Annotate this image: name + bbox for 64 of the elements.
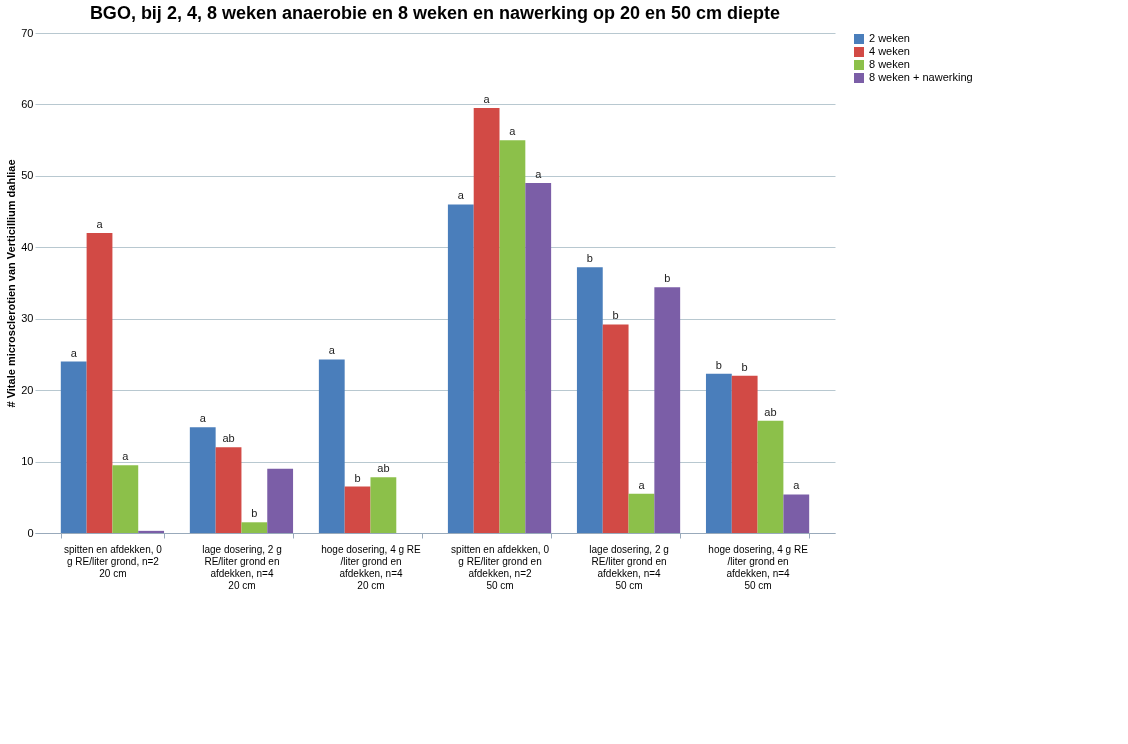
bar [731, 375, 758, 533]
legend-label: 4 weken [869, 45, 910, 57]
legend-label: 8 weken [869, 58, 910, 70]
data-label: a [70, 346, 78, 359]
bar [705, 373, 732, 533]
data-label: ab [764, 405, 777, 418]
bar [344, 486, 371, 533]
x-tick-label: hoge dosering, 4 g RE /liter grond en afdekken, n=4 20 cm [321, 543, 422, 591]
data-label: b [251, 507, 258, 520]
y-tick-label: 60 [21, 97, 34, 110]
data-label: b [741, 360, 748, 373]
data-label: ab [222, 432, 235, 445]
bar [370, 477, 397, 533]
bar [576, 267, 603, 533]
data-label: b [612, 309, 619, 322]
bar [138, 530, 165, 533]
data-label: ab [377, 462, 390, 475]
bar [499, 140, 526, 533]
x-tick-label: hoge dosering, 4 g RE /liter grond en afdekken, n=4 50 cm [708, 543, 809, 591]
bar [783, 494, 810, 533]
x-tick-label: spitten en afdekken, 0 g RE/liter grond en afdekken, n=2 50 cm [451, 543, 550, 591]
y-tick-label: 70 [21, 26, 34, 39]
data-label: a [535, 168, 543, 180]
x-tick-label: lage dosering, 2 g RE/liter grond en afdekken, n=4 50 cm [589, 543, 669, 591]
data-label: b [664, 272, 671, 285]
chart-title: BGO, bij 2, 4, 8 weken anaerobie en 8 weken en nawerking op 20 en 50 cm diepte [89, 3, 781, 23]
bar [112, 465, 139, 533]
bar [60, 361, 87, 533]
y-tick-label: 10 [21, 455, 34, 468]
bar [267, 468, 294, 533]
y-axis-title: # Vitale microsclerotien van Verticillium dahliae [5, 159, 18, 408]
data-label: a [96, 218, 104, 230]
bar [189, 427, 216, 533]
data-label: a [457, 189, 465, 202]
bar [86, 233, 113, 533]
bar [215, 447, 242, 533]
x-tick-label: spitten en afdekken, 0 g RE/liter grond, n=2 20 cm [63, 543, 163, 579]
data-label: a [199, 412, 207, 425]
bar [318, 359, 345, 533]
data-label: a [122, 450, 130, 463]
bar [628, 493, 655, 533]
legend-label: 8 weken + nawerking [869, 71, 973, 83]
bar [602, 324, 629, 533]
data-label: a [509, 125, 517, 138]
data-label: b [586, 252, 593, 265]
data-label: a [483, 93, 491, 105]
data-label: a [328, 344, 336, 357]
data-label: b [354, 471, 361, 484]
data-label: a [638, 478, 646, 491]
y-tick-label: 40 [21, 240, 34, 253]
bar [525, 183, 552, 533]
bar [447, 204, 474, 533]
bar [241, 522, 268, 533]
bar [757, 420, 784, 533]
bar [654, 287, 681, 533]
data-label: a [793, 479, 801, 492]
data-label: b [715, 358, 722, 371]
y-tick-label: 20 [21, 383, 34, 396]
x-tick-label: lage dosering, 2 g RE/liter grond en afdekken, n=4 20 cm [202, 543, 282, 591]
bar [473, 108, 500, 533]
y-tick-label: 0 [27, 526, 34, 539]
y-tick-label: 30 [21, 312, 34, 325]
legend-label: 2 weken [869, 32, 910, 44]
y-tick-label: 50 [21, 169, 34, 182]
